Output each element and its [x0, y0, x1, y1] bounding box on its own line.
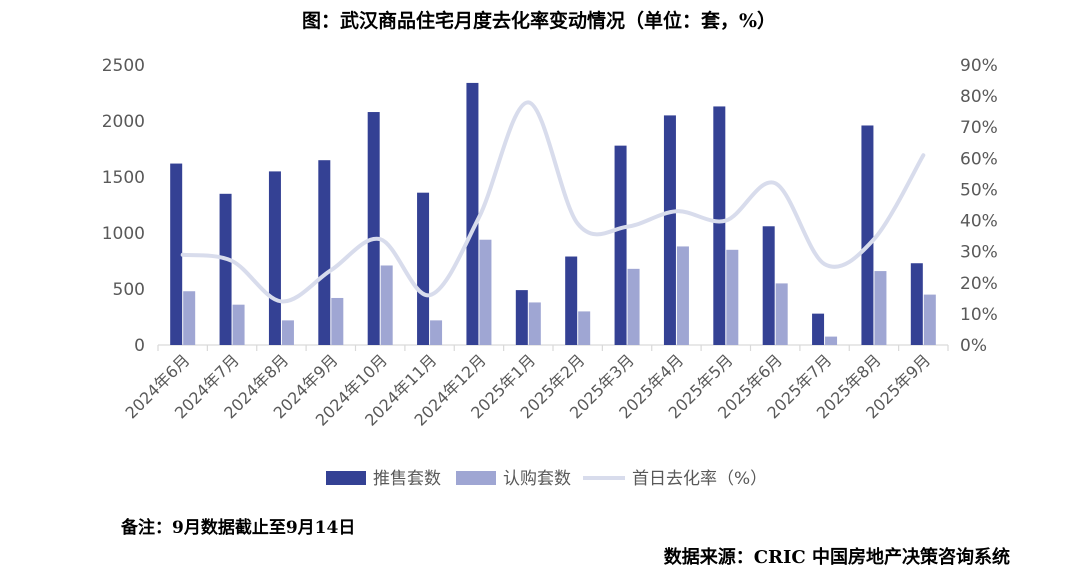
- supply-bar: [268, 171, 281, 345]
- footnote: 备注：9月数据截止至9月14日: [121, 518, 356, 538]
- supply-bar: [713, 106, 726, 345]
- supply-bar: [417, 192, 430, 345]
- supply-bar: [170, 163, 183, 345]
- subscribe-bar: [726, 249, 739, 345]
- supply-bar: [663, 115, 676, 346]
- subscribe-bar: [923, 294, 936, 345]
- subscribe-bar: [627, 268, 640, 345]
- left-axis-tick-label: 2500: [102, 56, 145, 76]
- legend: 推售套数 认购套数 首日去化率（%）: [326, 469, 767, 489]
- supply-bar: [219, 193, 232, 345]
- right-axis-tick-label: 40%: [960, 212, 998, 232]
- right-axis-tick-label: 90%: [960, 56, 998, 76]
- left-axis-tick-label: 2000: [102, 112, 145, 132]
- supply-bar: [861, 125, 874, 345]
- supply-bar: [762, 226, 775, 345]
- supply-bar: [565, 256, 578, 345]
- right-axis-tick-label: 60%: [960, 149, 998, 169]
- rate-line-group: [180, 100, 926, 304]
- right-axis-tick-label: 70%: [960, 118, 998, 138]
- subscribe-bar: [232, 304, 245, 345]
- subscribe-bar: [281, 320, 294, 345]
- subscribe-bar: [676, 246, 689, 345]
- supply-bar: [614, 145, 627, 345]
- supply-bar: [466, 82, 479, 346]
- right-axis-tick-label: 0%: [960, 336, 987, 356]
- subscribe-bar: [825, 336, 838, 345]
- supply-bar: [318, 160, 331, 345]
- supply-bar: [367, 112, 380, 345]
- left-axis: 0 500 1000 1500 2000 2500: [102, 56, 145, 356]
- combo-chart: 0 500 1000 1500 2000 2500 0% 10% 20% 30% 40% 50% 60…: [102, 56, 998, 489]
- right-axis-tick-label: 10%: [960, 305, 998, 325]
- x-axis: 2024年6月2024年7月2024年8月2024年9月2024年10月2024…: [121, 344, 949, 430]
- supply-bar: [812, 313, 825, 345]
- rate-line: [180, 100, 926, 304]
- data-source: 数据来源：CRIC 中国房地产决策咨询系统: [663, 547, 1010, 568]
- supply-bar: [910, 263, 923, 345]
- right-axis-tick-label: 50%: [960, 180, 998, 200]
- subscribe-bar: [578, 311, 591, 345]
- subscribe-bar: [183, 291, 196, 345]
- right-axis: 0% 10% 20% 30% 40% 50% 60% 70% 80% 90%: [960, 56, 998, 356]
- left-axis-tick-label: 1500: [102, 168, 145, 188]
- left-axis-tick-label: 0: [134, 336, 145, 356]
- left-axis-tick-label: 1000: [102, 224, 145, 244]
- legend-label-rate: 首日去化率（%）: [632, 469, 767, 489]
- subscribe-bar: [874, 271, 887, 345]
- chart-title: 图：武汉商品住宅月度去化率变动情况（单位：套，%）: [301, 10, 777, 32]
- legend-label-subscribe: 认购套数: [503, 469, 571, 489]
- subscribe-bar: [775, 283, 788, 345]
- subscribe-bar: [331, 297, 344, 345]
- subscribe-bar: [528, 302, 541, 345]
- legend-swatch-supply: [326, 471, 366, 485]
- legend-label-supply: 推售套数: [373, 469, 441, 489]
- right-axis-tick-label: 30%: [960, 243, 998, 263]
- right-axis-tick-label: 80%: [960, 87, 998, 107]
- subscribe-bar: [380, 265, 393, 345]
- right-axis-tick-label: 20%: [960, 274, 998, 294]
- subscribe-bar: [479, 239, 492, 345]
- left-axis-tick-label: 500: [113, 280, 145, 300]
- supply-bar: [515, 290, 528, 345]
- legend-swatch-subscribe: [456, 471, 496, 485]
- bars-group: [170, 82, 936, 346]
- subscribe-bar: [430, 320, 443, 345]
